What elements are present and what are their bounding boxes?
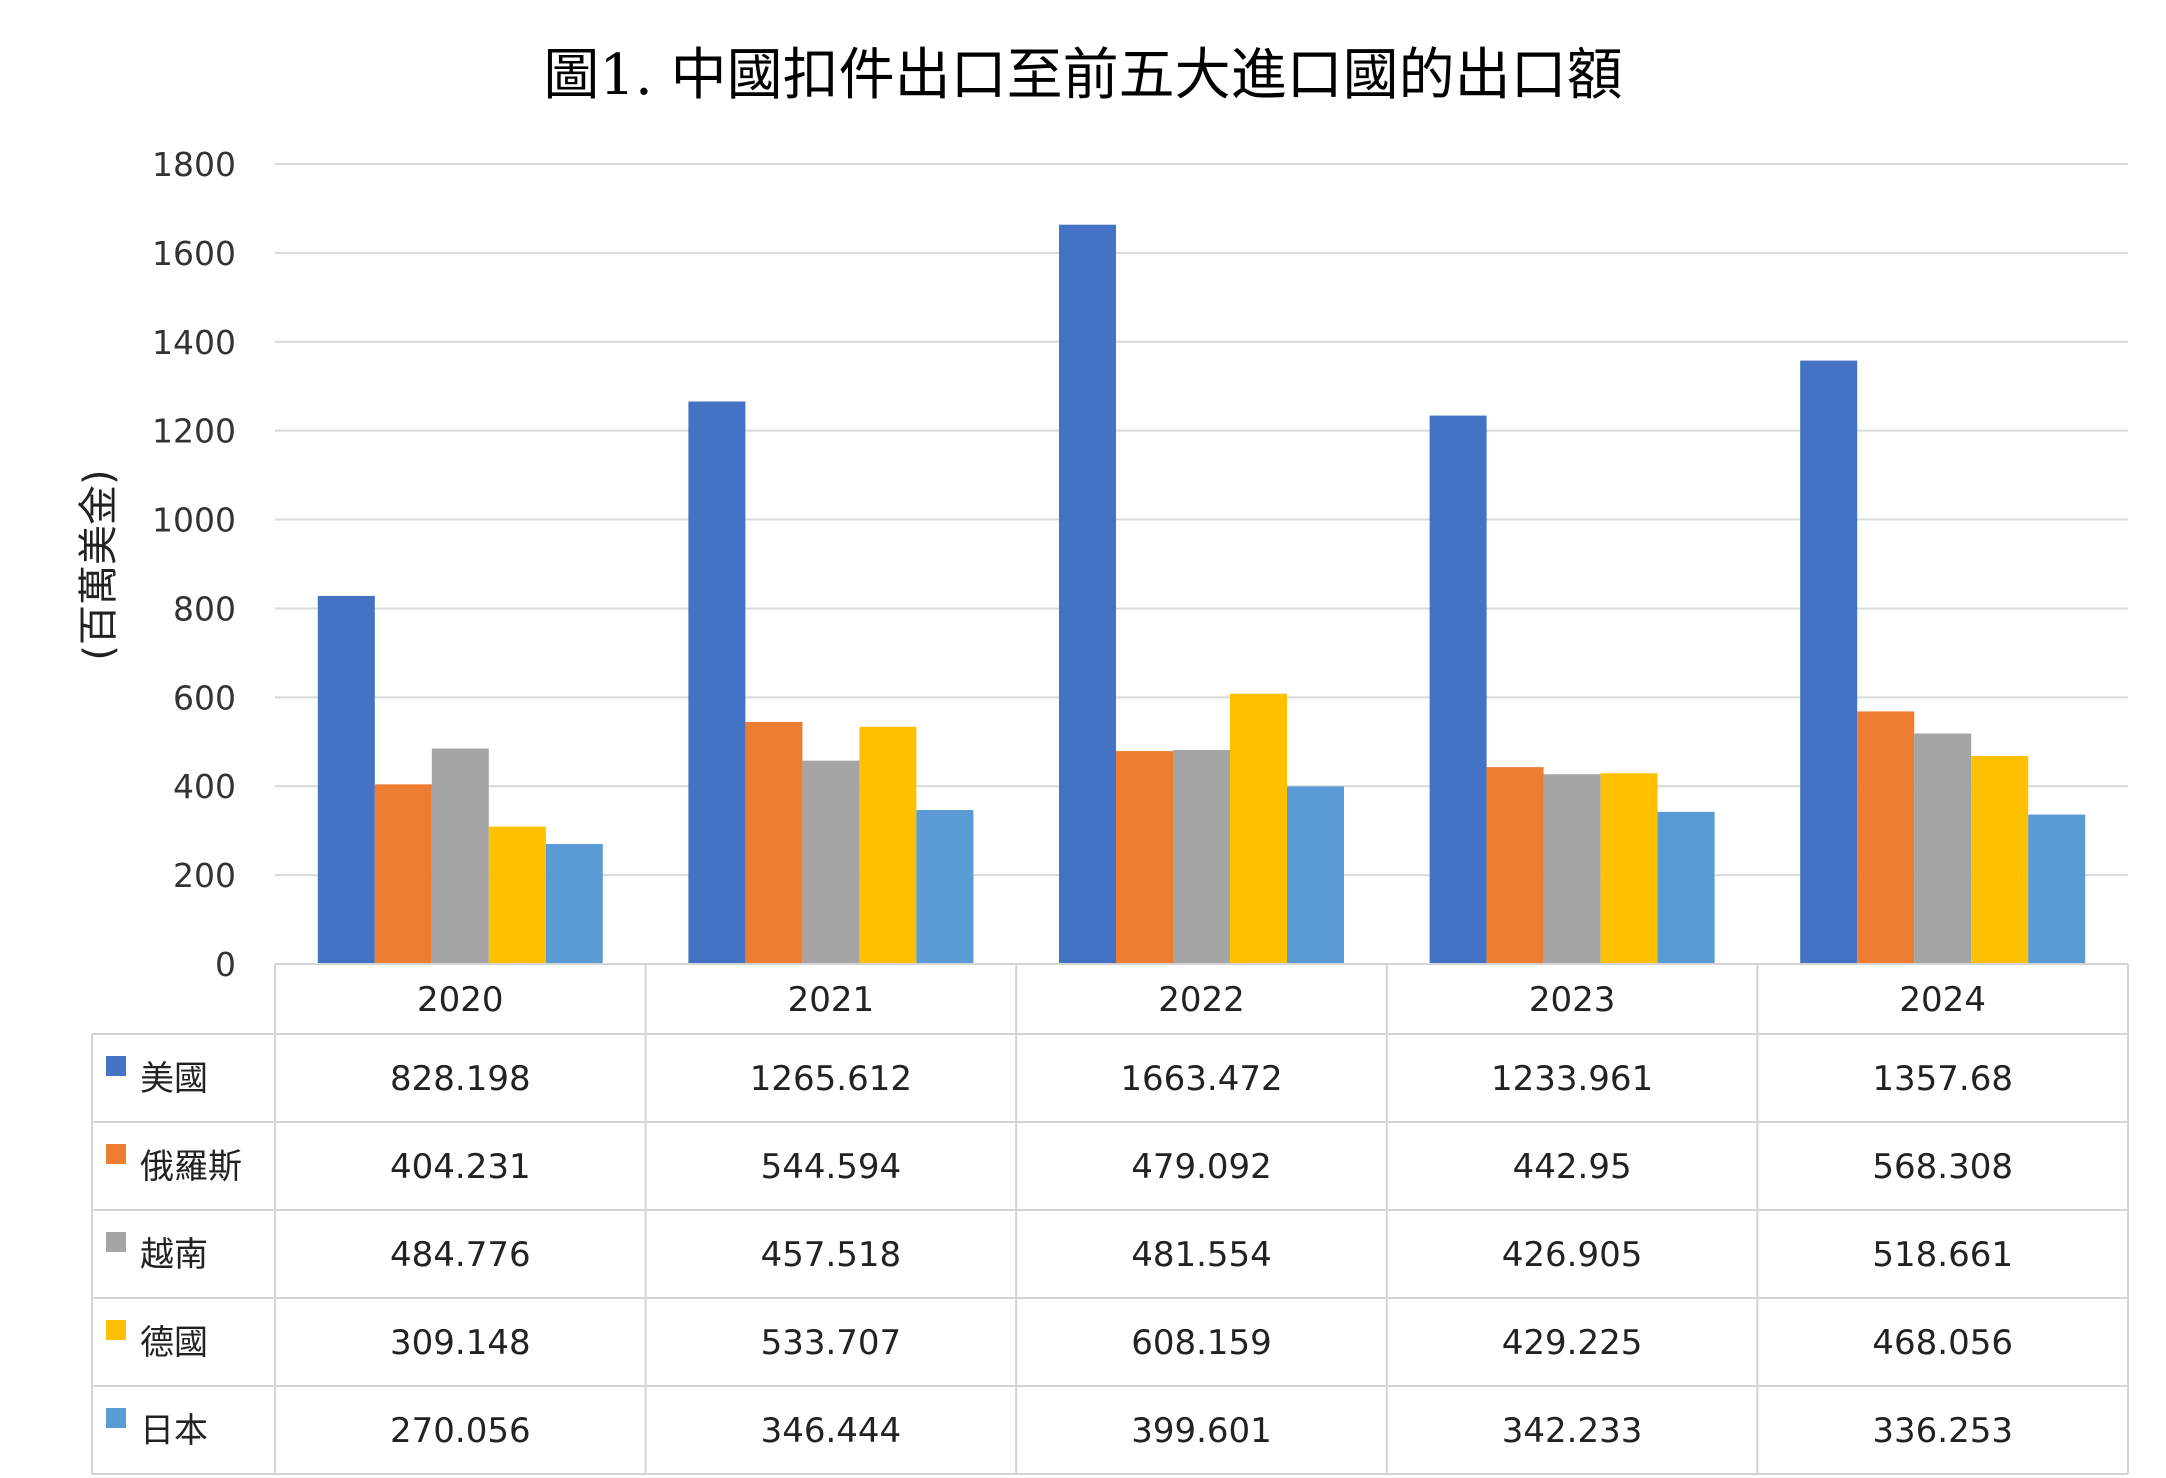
x-category-label: 2020 [417, 980, 504, 1020]
bar [1429, 415, 1487, 964]
data-label: 608.159 [1131, 1323, 1272, 1363]
bars [317, 224, 2086, 965]
data-label: 1265.612 [750, 1059, 912, 1099]
data-label: 479.092 [1131, 1147, 1272, 1187]
x-category-label: 2021 [788, 980, 875, 1020]
y-tick-label: 1800 [152, 145, 236, 184]
data-label: 457.518 [761, 1235, 902, 1275]
series-name: 越南 [140, 1235, 208, 1275]
x-category-label: 2023 [1529, 980, 1616, 1020]
bar [1971, 755, 2029, 964]
bar [1287, 786, 1344, 964]
series-name: 德國 [140, 1323, 208, 1363]
y-tick-label: 600 [173, 678, 236, 717]
y-axis-label: (百萬美金) [76, 469, 122, 660]
x-category-label: 2022 [1158, 980, 1245, 1020]
legend-swatch [106, 1056, 126, 1076]
y-tick-label: 1400 [152, 323, 236, 362]
bar [1857, 711, 1915, 964]
data-label: 1357.68 [1872, 1059, 2013, 1099]
bar [488, 826, 546, 964]
bar [1914, 733, 1972, 964]
data-label: 342.233 [1502, 1411, 1643, 1451]
series-name: 美國 [140, 1059, 208, 1099]
data-label: 442.95 [1513, 1147, 1632, 1187]
data-label: 404.231 [390, 1147, 531, 1187]
y-tick-label: 1200 [152, 412, 236, 451]
data-label: 828.198 [390, 1059, 531, 1099]
bar [1116, 751, 1173, 964]
data-label: 518.661 [1872, 1235, 2013, 1275]
data-label: 1233.961 [1491, 1059, 1653, 1099]
bar [1800, 360, 1858, 964]
data-label: 336.253 [1872, 1411, 2013, 1451]
data-label: 270.056 [390, 1411, 531, 1451]
data-table: 2020 2021 2022 2023 2024 美國 828.198 1265.612 166… [91, 963, 2129, 1475]
legend-swatch [106, 1144, 126, 1164]
x-category-label: 2024 [1899, 980, 1986, 1020]
bar [1230, 693, 1287, 964]
data-label: 568.308 [1872, 1147, 2013, 1187]
data-label: 544.594 [761, 1147, 902, 1187]
bar [545, 843, 603, 964]
bar [431, 748, 489, 964]
data-label: 468.056 [1872, 1323, 2013, 1363]
bar [2028, 814, 2086, 964]
y-tick-label: 1600 [152, 234, 236, 273]
bar [688, 401, 746, 965]
bar [745, 721, 803, 964]
data-label: 1663.472 [1120, 1059, 1282, 1099]
data-label: 399.601 [1131, 1411, 1272, 1451]
bar [802, 760, 860, 964]
bar [1059, 224, 1116, 965]
legend-swatch [106, 1408, 126, 1428]
bar [1173, 749, 1230, 964]
bar [1657, 811, 1715, 964]
legend-swatch [106, 1320, 126, 1340]
y-tick-labels: 0 200 400 600 800 1000 1200 1400 1600 1800 [152, 145, 236, 984]
bar [1543, 774, 1601, 964]
data-label: 426.905 [1502, 1235, 1643, 1275]
data-label: 481.554 [1131, 1235, 1272, 1275]
bar [859, 726, 917, 964]
series-name: 俄羅斯 [140, 1147, 242, 1187]
series-name: 日本 [140, 1411, 208, 1451]
chart-title: 圖1. 中國扣件出口至前五大進口國的出口額 [543, 43, 1623, 108]
bar [916, 810, 974, 964]
bar [317, 595, 375, 964]
bar [1486, 767, 1544, 964]
data-label: 533.707 [761, 1323, 902, 1363]
bar [1600, 773, 1658, 964]
bar [374, 784, 432, 964]
y-tick-label: 200 [173, 856, 236, 895]
y-tick-label: 1000 [152, 501, 236, 540]
data-label: 346.444 [761, 1411, 902, 1451]
y-tick-label: 800 [173, 589, 236, 628]
data-label: 429.225 [1502, 1323, 1643, 1363]
y-tick-label: 400 [173, 767, 236, 806]
data-label: 484.776 [390, 1235, 531, 1275]
data-label: 309.148 [390, 1323, 531, 1363]
legend-swatch [106, 1232, 126, 1252]
y-tick-label: 0 [215, 945, 236, 984]
